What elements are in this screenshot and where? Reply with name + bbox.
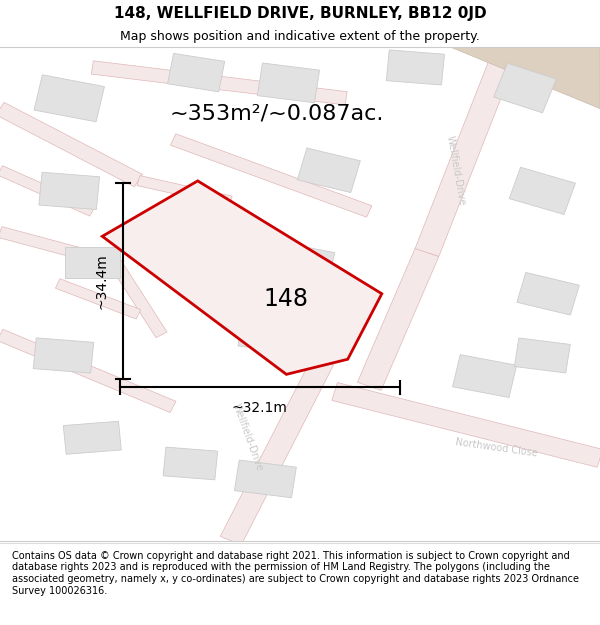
Polygon shape (514, 338, 570, 373)
Polygon shape (238, 318, 293, 352)
Text: ~353m²/~0.087ac.: ~353m²/~0.087ac. (170, 104, 384, 124)
Polygon shape (39, 173, 100, 209)
Polygon shape (298, 148, 361, 192)
Polygon shape (517, 272, 580, 315)
Polygon shape (91, 61, 347, 105)
Text: Northwood Close: Northwood Close (454, 438, 538, 459)
Polygon shape (0, 102, 143, 187)
Text: Wellfield‑Drive: Wellfield‑Drive (231, 402, 265, 473)
Polygon shape (163, 447, 218, 480)
Text: Wellfield‑Drive: Wellfield‑Drive (445, 134, 467, 206)
Polygon shape (257, 63, 320, 102)
Polygon shape (386, 50, 445, 85)
Polygon shape (64, 421, 121, 454)
Polygon shape (235, 460, 296, 498)
Polygon shape (137, 176, 232, 206)
Polygon shape (277, 243, 335, 282)
Polygon shape (33, 338, 94, 373)
Polygon shape (34, 75, 104, 122)
Polygon shape (0, 329, 176, 412)
Polygon shape (494, 63, 556, 113)
Polygon shape (0, 227, 117, 268)
Polygon shape (55, 279, 141, 319)
Polygon shape (170, 134, 372, 217)
Text: Contains OS data © Crown copyright and database right 2021. This information is : Contains OS data © Crown copyright and d… (12, 551, 579, 596)
Polygon shape (452, 354, 517, 398)
Polygon shape (220, 356, 334, 545)
Polygon shape (332, 382, 600, 468)
Polygon shape (0, 166, 95, 216)
Text: ~34.4m: ~34.4m (95, 253, 109, 309)
Polygon shape (358, 249, 439, 391)
Polygon shape (167, 53, 225, 92)
Text: Map shows position and indicative extent of the property.: Map shows position and indicative extent… (120, 30, 480, 43)
Polygon shape (102, 181, 382, 374)
Text: 148: 148 (264, 288, 309, 311)
Text: ~32.1m: ~32.1m (232, 401, 288, 415)
Polygon shape (415, 43, 520, 256)
Text: 148, WELLFIELD DRIVE, BURNLEY, BB12 0JD: 148, WELLFIELD DRIVE, BURNLEY, BB12 0JD (113, 6, 487, 21)
Polygon shape (110, 260, 167, 338)
Polygon shape (485, 47, 600, 98)
Polygon shape (509, 168, 575, 214)
Polygon shape (65, 248, 120, 278)
Polygon shape (450, 47, 600, 109)
